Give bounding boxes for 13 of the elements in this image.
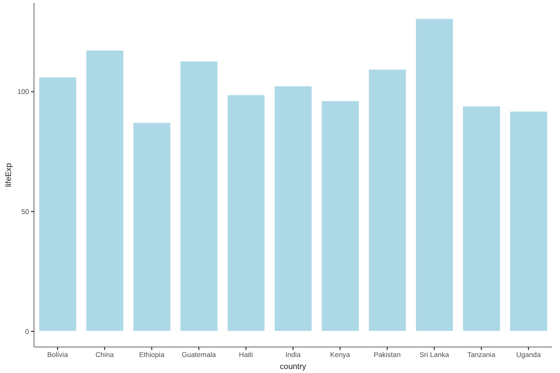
bar <box>414 18 454 332</box>
x-axis-title: country <box>280 362 306 371</box>
y-axis-title: lifeExp <box>4 162 13 188</box>
bar <box>132 122 172 332</box>
bar <box>85 49 124 332</box>
bar <box>179 60 218 332</box>
bar <box>38 76 78 332</box>
bar <box>320 100 360 332</box>
bar <box>462 105 502 332</box>
bar <box>274 85 313 332</box>
bar <box>509 110 548 332</box>
bar <box>368 68 407 332</box>
bar <box>226 94 266 332</box>
